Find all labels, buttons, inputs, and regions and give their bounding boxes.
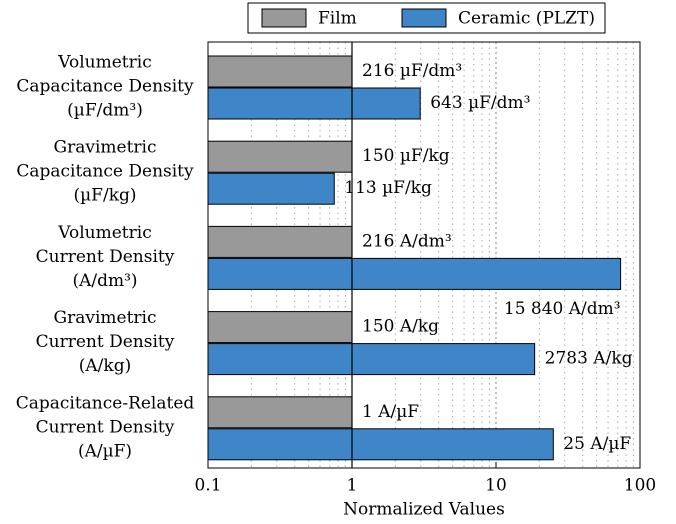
data-label: 25 A/µF xyxy=(563,434,631,454)
bar xyxy=(207,87,421,120)
data-label: 150 µF/kg xyxy=(362,146,450,166)
data-label: 1 A/µF xyxy=(362,402,419,422)
y-tick-label: Capacitance Density xyxy=(16,77,194,97)
y-tick-label: Current Density xyxy=(36,417,175,437)
bar xyxy=(207,428,554,461)
data-label: 643 µF/dm³ xyxy=(430,93,530,113)
bar xyxy=(207,257,622,290)
y-tick-label: Capacitance-Related xyxy=(16,393,195,413)
y-tick-label: (A/µF) xyxy=(78,441,132,461)
data-label: 150 A/kg xyxy=(362,317,439,337)
data-label: 2783 A/kg xyxy=(545,349,633,369)
x-tick-label: 0.1 xyxy=(194,476,221,496)
data-label: 15 840 A/dm³ xyxy=(504,299,621,319)
y-tick-label: Capacitance Density xyxy=(16,162,194,182)
y-tick-label: (µF/dm³) xyxy=(67,101,143,121)
data-label: 113 µF/kg xyxy=(344,178,432,198)
legend-box xyxy=(247,2,606,34)
plot-frame xyxy=(207,41,641,469)
bar xyxy=(207,396,353,429)
bar xyxy=(207,225,353,258)
y-tick-label: Volumetric xyxy=(57,223,151,243)
y-tick-label: (A/dm³) xyxy=(72,271,137,291)
legend-swatch xyxy=(261,8,307,28)
legend-swatch xyxy=(401,8,447,28)
bar xyxy=(207,55,353,88)
data-label: 216 A/dm³ xyxy=(362,231,452,251)
x-tick-label: 100 xyxy=(624,476,656,496)
bar xyxy=(207,172,335,205)
bar xyxy=(207,140,353,173)
y-tick-label: (µF/kg) xyxy=(73,186,136,206)
legend-label: Ceramic (PLZT) xyxy=(458,9,595,29)
data-label: 216 µF/dm³ xyxy=(362,61,462,81)
x-tick-label: 1 xyxy=(347,476,358,496)
y-tick-label: Gravimetric xyxy=(54,308,157,328)
y-tick-label: (A/kg) xyxy=(79,356,131,376)
y-tick-label: Current Density xyxy=(36,332,175,352)
bar xyxy=(207,343,536,376)
x-axis-label: Normalized Values xyxy=(343,500,505,520)
y-tick-label: Current Density xyxy=(36,247,175,267)
y-tick-label: Gravimetric xyxy=(54,138,157,158)
bar xyxy=(207,311,353,344)
x-tick-label: 10 xyxy=(485,476,507,496)
y-tick-label: Volumetric xyxy=(57,53,151,73)
legend-label: Film xyxy=(318,9,357,29)
